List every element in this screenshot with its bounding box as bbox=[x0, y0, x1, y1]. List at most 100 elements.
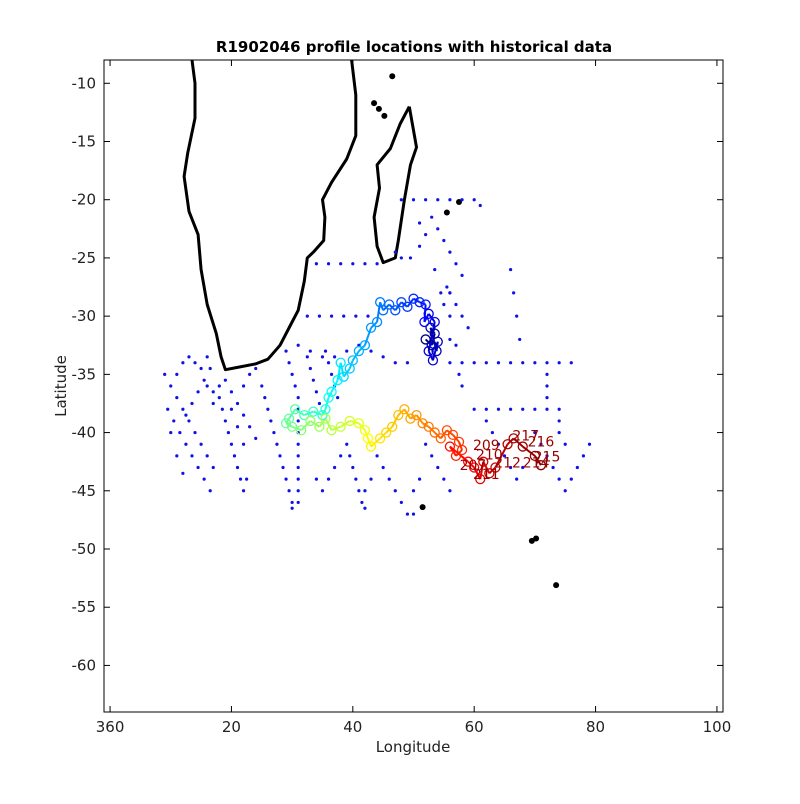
historical-point bbox=[399, 256, 403, 260]
track-segment bbox=[330, 379, 339, 393]
track-segment bbox=[512, 437, 524, 448]
track-point bbox=[323, 392, 334, 403]
historical-point bbox=[496, 361, 501, 365]
historical-point bbox=[305, 355, 309, 359]
historical-point bbox=[275, 442, 279, 446]
track-point bbox=[399, 404, 410, 415]
historical-point bbox=[314, 477, 319, 481]
historical-point bbox=[518, 337, 522, 342]
historical-point bbox=[521, 361, 525, 365]
africa-coastline bbox=[182, 60, 358, 372]
historical-point bbox=[229, 407, 234, 411]
track-point bbox=[299, 409, 310, 421]
plot-frame bbox=[103, 59, 724, 713]
historical-point bbox=[205, 454, 209, 458]
track-point bbox=[427, 355, 439, 366]
historical-point bbox=[308, 366, 312, 371]
y-tick-label: -20 bbox=[72, 191, 97, 209]
track-point bbox=[374, 433, 386, 444]
track-point bbox=[462, 456, 474, 467]
historical-point bbox=[211, 401, 215, 406]
track-point bbox=[535, 460, 547, 471]
historical-point bbox=[399, 500, 403, 505]
x-tick-label: 60 bbox=[465, 718, 484, 736]
historical-point bbox=[354, 314, 358, 318]
historical-point bbox=[581, 454, 586, 458]
track-segment bbox=[534, 455, 542, 466]
track-point bbox=[280, 418, 292, 429]
track-point bbox=[335, 421, 346, 432]
historical-point bbox=[436, 227, 440, 231]
historical-point bbox=[208, 489, 212, 493]
track-label: 214 bbox=[523, 456, 550, 472]
track-point bbox=[419, 316, 430, 328]
historical-point bbox=[436, 465, 440, 470]
historical-point bbox=[254, 436, 258, 440]
historical-point bbox=[405, 361, 410, 365]
track-segment bbox=[336, 362, 342, 381]
track-point bbox=[314, 421, 325, 432]
historical-point bbox=[533, 361, 537, 365]
historical-point bbox=[272, 430, 276, 435]
track-point bbox=[387, 421, 398, 432]
y-tick-label: -10 bbox=[72, 74, 97, 92]
historical-point bbox=[193, 361, 197, 365]
x-tick-label: 80 bbox=[586, 718, 605, 736]
historical-point bbox=[366, 314, 370, 318]
historical-point bbox=[381, 465, 385, 470]
historical-point bbox=[557, 477, 561, 481]
track-point bbox=[344, 415, 355, 427]
track-point bbox=[332, 375, 343, 386]
x-tick-label: 360 bbox=[96, 718, 125, 736]
historical-point bbox=[508, 465, 513, 470]
historical-point bbox=[472, 198, 476, 202]
track-segment bbox=[340, 420, 351, 428]
historical-point bbox=[375, 454, 379, 458]
historical-point bbox=[245, 477, 249, 481]
historical-point bbox=[220, 407, 224, 411]
historical-point bbox=[175, 396, 179, 400]
historical-point bbox=[290, 500, 294, 505]
track-point bbox=[393, 409, 404, 421]
track-label: 207 bbox=[460, 458, 487, 474]
island-marker bbox=[389, 73, 396, 80]
historical-point bbox=[296, 396, 300, 400]
historical-point bbox=[515, 477, 519, 481]
track-point bbox=[508, 433, 519, 444]
historical-point bbox=[190, 454, 194, 458]
historical-point bbox=[448, 250, 452, 254]
historical-point bbox=[360, 500, 364, 505]
historical-point bbox=[448, 314, 452, 318]
historical-point bbox=[484, 407, 488, 411]
track-label: 215 bbox=[534, 450, 561, 466]
historical-point bbox=[260, 384, 264, 388]
historical-point bbox=[196, 465, 200, 470]
track-segment bbox=[324, 418, 333, 431]
historical-point bbox=[293, 384, 297, 388]
y-tick-label: -45 bbox=[72, 482, 97, 500]
historical-point bbox=[363, 506, 367, 510]
historical-point bbox=[424, 442, 428, 446]
track-segment bbox=[431, 341, 439, 361]
track-point bbox=[423, 421, 434, 432]
historical-point bbox=[208, 366, 212, 371]
track-point bbox=[390, 305, 401, 316]
track-point bbox=[326, 386, 337, 397]
historical-point bbox=[557, 407, 561, 411]
historical-point bbox=[472, 407, 476, 411]
track-point bbox=[414, 297, 425, 308]
historical-point bbox=[351, 465, 355, 470]
track-point bbox=[344, 363, 355, 374]
historical-point bbox=[266, 407, 270, 411]
island-marker bbox=[419, 504, 426, 511]
historical-point bbox=[199, 366, 203, 371]
historical-point bbox=[345, 442, 349, 446]
historical-point bbox=[217, 384, 221, 388]
historical-point bbox=[314, 262, 319, 266]
track-point bbox=[490, 462, 501, 473]
historical-point bbox=[448, 489, 452, 493]
historical-point bbox=[563, 442, 567, 446]
historical-point bbox=[284, 349, 288, 353]
historical-point bbox=[587, 442, 592, 446]
historical-point bbox=[187, 419, 191, 423]
